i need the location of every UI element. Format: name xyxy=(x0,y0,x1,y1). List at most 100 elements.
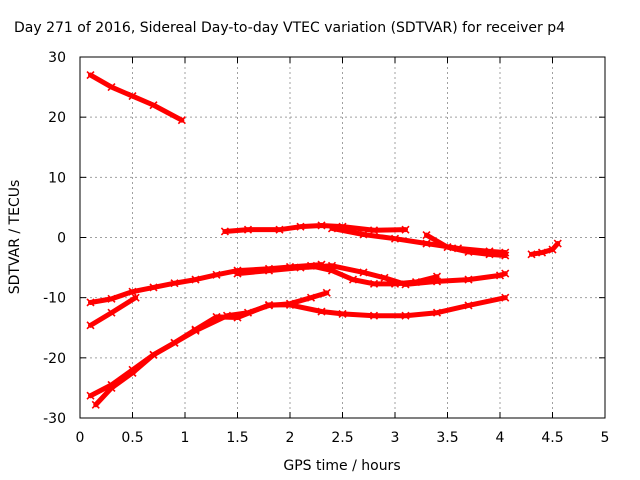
x-tick-label: 4 xyxy=(496,430,505,446)
series-track-2 xyxy=(220,221,410,236)
data-point xyxy=(327,266,337,275)
data-point xyxy=(390,234,400,243)
data-point xyxy=(317,221,326,230)
data-point xyxy=(107,383,116,392)
data-point xyxy=(149,283,158,292)
data-point xyxy=(149,350,158,359)
data-point xyxy=(170,338,179,347)
x-tick-label: 0.5 xyxy=(121,430,143,446)
x-axis-label: GPS time / hours xyxy=(283,458,400,474)
data-point xyxy=(107,294,116,303)
data-point xyxy=(432,272,442,281)
data-point xyxy=(86,391,95,400)
data-point xyxy=(86,70,95,80)
data-point xyxy=(327,224,337,233)
x-tick-label: 1.5 xyxy=(226,430,248,446)
data-point xyxy=(501,269,510,278)
data-point xyxy=(243,225,253,234)
data-point xyxy=(107,308,116,317)
data-point xyxy=(177,116,186,125)
data-point xyxy=(285,299,295,308)
data-point xyxy=(401,225,410,234)
series-trace xyxy=(88,295,508,399)
data-point xyxy=(422,231,431,240)
x-tick-label: 5 xyxy=(601,430,610,446)
x-tick-label: 3 xyxy=(391,430,400,446)
data-point xyxy=(464,301,473,310)
data-point xyxy=(443,243,452,252)
data-point xyxy=(464,247,473,257)
data-point xyxy=(348,275,358,284)
chart-title: Day 271 of 2016, Sidereal Day-to-day VTE… xyxy=(14,20,565,36)
data-point xyxy=(149,101,158,110)
series-track-1 xyxy=(86,70,186,125)
data-point xyxy=(369,226,379,235)
series-trace xyxy=(88,72,185,123)
data-point xyxy=(275,225,284,234)
data-point xyxy=(432,308,442,317)
data-point xyxy=(464,275,473,284)
x-tick-label: 2.5 xyxy=(331,430,353,446)
data-point xyxy=(322,288,331,297)
y-tick-label: 10 xyxy=(48,170,66,186)
y-tick-label: 0 xyxy=(57,231,66,247)
data-point xyxy=(369,311,379,320)
data-point xyxy=(131,293,140,302)
data-point xyxy=(501,251,510,260)
data-point xyxy=(128,92,137,101)
data-point xyxy=(128,368,137,377)
data-point xyxy=(91,400,100,409)
data-point xyxy=(212,270,221,279)
series-trace xyxy=(329,225,508,256)
data-point xyxy=(191,326,200,335)
data-point xyxy=(306,261,316,270)
data-point xyxy=(296,222,305,231)
x-tick-label: 4.5 xyxy=(541,430,563,446)
y-tick-label: -20 xyxy=(43,351,66,367)
data-point xyxy=(338,309,347,318)
data-point xyxy=(222,311,232,320)
y-tick-label: -10 xyxy=(43,291,66,307)
x-tick-label: 0 xyxy=(76,430,85,446)
data-point xyxy=(411,277,421,287)
series-track-5 xyxy=(527,239,562,259)
y-tick-label: 30 xyxy=(48,50,66,66)
data-point xyxy=(243,308,253,317)
data-point xyxy=(390,279,400,288)
data-point xyxy=(107,83,116,92)
data-point xyxy=(264,301,274,310)
y-tick-label: -30 xyxy=(43,411,66,427)
data-point xyxy=(553,239,562,248)
series-track-9 xyxy=(86,293,140,330)
data-point xyxy=(170,279,179,288)
x-tick-label: 2 xyxy=(286,430,295,446)
data-point xyxy=(191,275,200,284)
data-point xyxy=(359,268,368,277)
data-point xyxy=(264,266,274,275)
data-point xyxy=(527,250,536,259)
data-point xyxy=(233,269,242,278)
data-point xyxy=(501,293,510,302)
series-track-8 xyxy=(306,261,442,288)
data-point xyxy=(86,298,95,307)
y-tick-label: 20 xyxy=(48,110,66,126)
series-trace xyxy=(222,222,408,234)
series-track-10 xyxy=(86,293,510,400)
data-point xyxy=(495,271,505,280)
series-trace xyxy=(93,290,330,408)
grid xyxy=(80,57,605,418)
data-point xyxy=(537,248,547,257)
x-axis: 0 0.5 1 1.5 2 2.5 3 3.5 4 4.5 5 xyxy=(76,57,610,446)
data-point xyxy=(317,307,326,316)
data-point xyxy=(128,287,137,296)
data-point xyxy=(220,227,229,236)
series-layer xyxy=(86,70,562,409)
series-track-11 xyxy=(91,288,331,409)
x-tick-label: 3.5 xyxy=(436,430,458,446)
data-point xyxy=(359,230,368,239)
x-tick-label: 1 xyxy=(181,430,190,446)
data-point xyxy=(401,311,410,320)
series-track-4 xyxy=(422,231,510,260)
data-point xyxy=(485,250,494,259)
